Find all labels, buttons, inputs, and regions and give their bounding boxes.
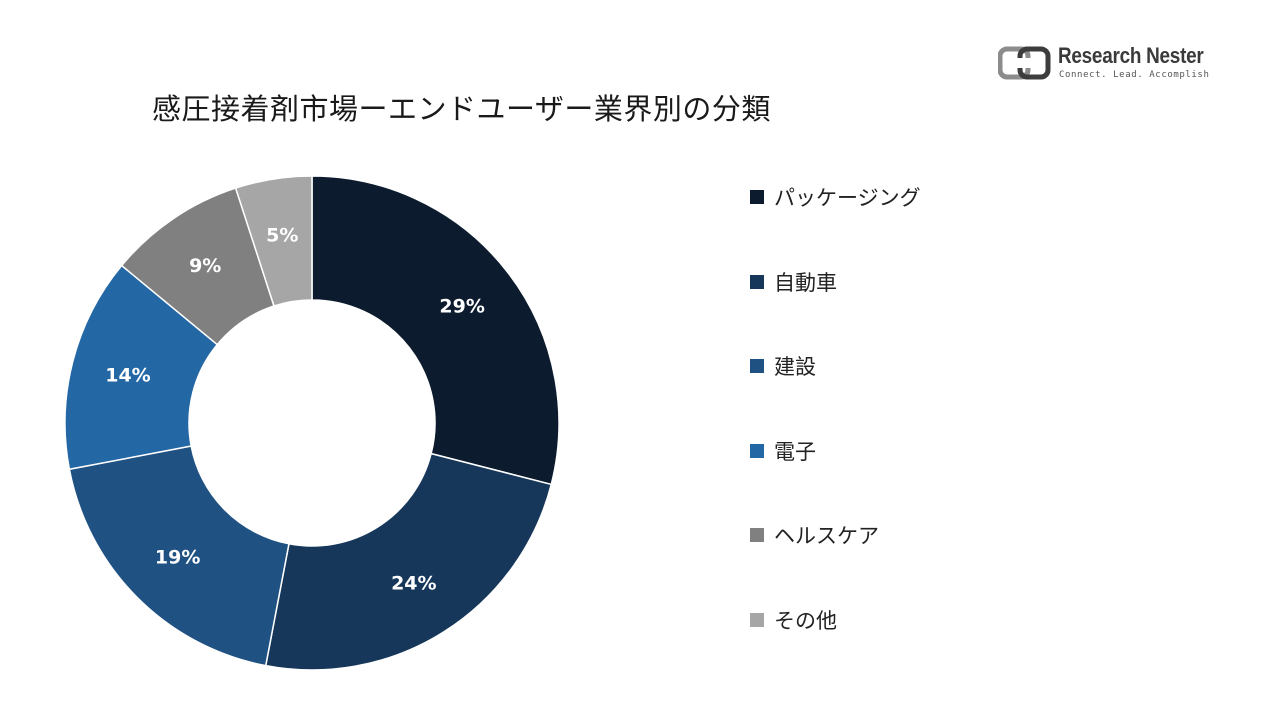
slice-label-healthcare: 9%	[189, 255, 221, 277]
legend-swatch-construction	[750, 359, 764, 373]
legend-item-construction: 建設	[750, 351, 816, 381]
legend-label-automotive: 自動車	[774, 270, 837, 295]
slice-label-packaging: 29%	[439, 296, 484, 318]
legend-label-electronics: 電子	[774, 439, 816, 464]
legend-swatch-healthcare	[750, 528, 764, 542]
slice-construction	[68, 445, 290, 667]
research-nester-logo-icon	[998, 46, 1051, 80]
legend-label-packaging: パッケージング	[774, 186, 921, 210]
legend-item-electronics: 電子	[750, 436, 816, 466]
slice-automotive	[264, 452, 553, 671]
donut-labels: 29% 24% 19% 14% 9% 5%	[105, 224, 485, 594]
legend-item-automotive: 自動車	[750, 267, 837, 297]
logo-name: Research Nester	[1058, 43, 1204, 68]
chart-title: 感圧接着剤市場ーエンドユーザー業界別の分類	[152, 92, 771, 126]
slice-label-construction: 19%	[155, 546, 200, 568]
legend-swatch-electronics	[750, 443, 764, 458]
legend-item-packaging: パッケージング	[750, 182, 921, 212]
legend-item-other: その他	[750, 605, 837, 635]
slice-label-automotive: 24%	[391, 572, 436, 594]
legend-label-other: その他	[774, 608, 837, 633]
legend-label-construction: 建設	[774, 355, 816, 379]
donut-slices	[64, 175, 560, 671]
research-nester-logo: Research Nester Connect. Lead. Accomplis…	[998, 42, 1228, 86]
slice-electronics	[64, 264, 219, 471]
legend-label-healthcare: ヘルスケア	[774, 524, 879, 548]
slice-label-other: 5%	[266, 224, 298, 246]
legend-item-healthcare: ヘルスケア	[750, 520, 879, 550]
slice-label-electronics: 14%	[105, 365, 150, 387]
logo-tagline: Connect. Lead. Accomplish	[1059, 70, 1210, 80]
legend-swatch-other	[750, 612, 764, 627]
legend-swatch-automotive	[750, 274, 764, 289]
slice-packaging	[311, 175, 560, 486]
slice-other	[234, 175, 313, 307]
legend-swatch-packaging	[750, 190, 764, 204]
